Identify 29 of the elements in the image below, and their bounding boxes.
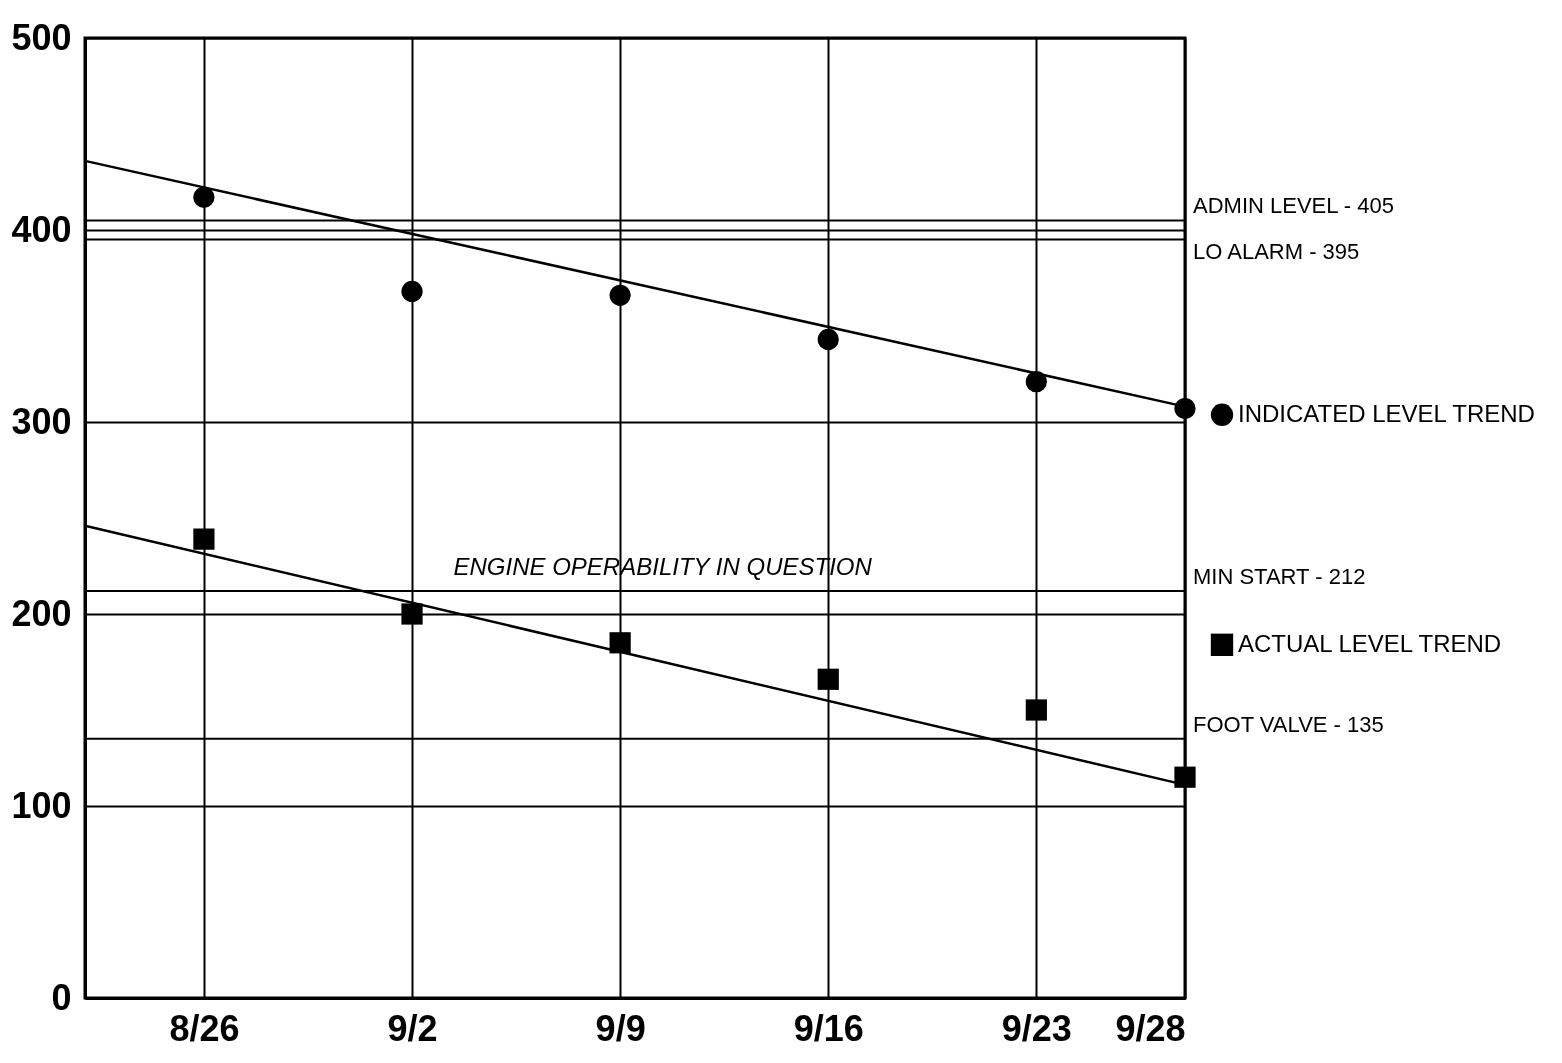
y-tick-label: 300: [11, 400, 72, 442]
point: [1025, 699, 1047, 721]
point: [193, 186, 215, 208]
point: [401, 603, 423, 625]
point: [609, 284, 631, 306]
point: [817, 328, 839, 351]
x-tick-label: 9/28: [1115, 1007, 1186, 1049]
ref-line-label: FOOT VALVE - 135: [1193, 711, 1384, 737]
legend-label: INDICATED LEVEL TREND: [1238, 399, 1535, 427]
y-tick-label: 100: [11, 784, 72, 826]
y-tick-label: 200: [11, 592, 72, 634]
y-tick-label: 400: [11, 208, 72, 250]
x-tick-label: 8/26: [169, 1007, 240, 1049]
ref-line-label: ADMIN LEVEL - 405: [1193, 193, 1394, 219]
x-tick-label: 9/2: [387, 1007, 438, 1049]
ref-line-label: LO ALARM - 395: [1193, 238, 1360, 264]
point: [401, 280, 423, 303]
y-tick-label: 0: [51, 976, 72, 1018]
ref-line-label: MIN START - 212: [1193, 563, 1366, 589]
point: [193, 528, 215, 550]
point: [1025, 371, 1047, 393]
x-tick-label: 9/16: [793, 1007, 864, 1049]
point: [817, 668, 839, 690]
y-tick-label: 500: [11, 16, 72, 58]
legend-label: ACTUAL LEVEL TREND: [1238, 629, 1502, 657]
x-tick-label: 9/23: [1001, 1007, 1072, 1049]
point: [1174, 397, 1196, 420]
x-tick-label: 9/9: [595, 1007, 646, 1049]
point: [1174, 766, 1196, 788]
